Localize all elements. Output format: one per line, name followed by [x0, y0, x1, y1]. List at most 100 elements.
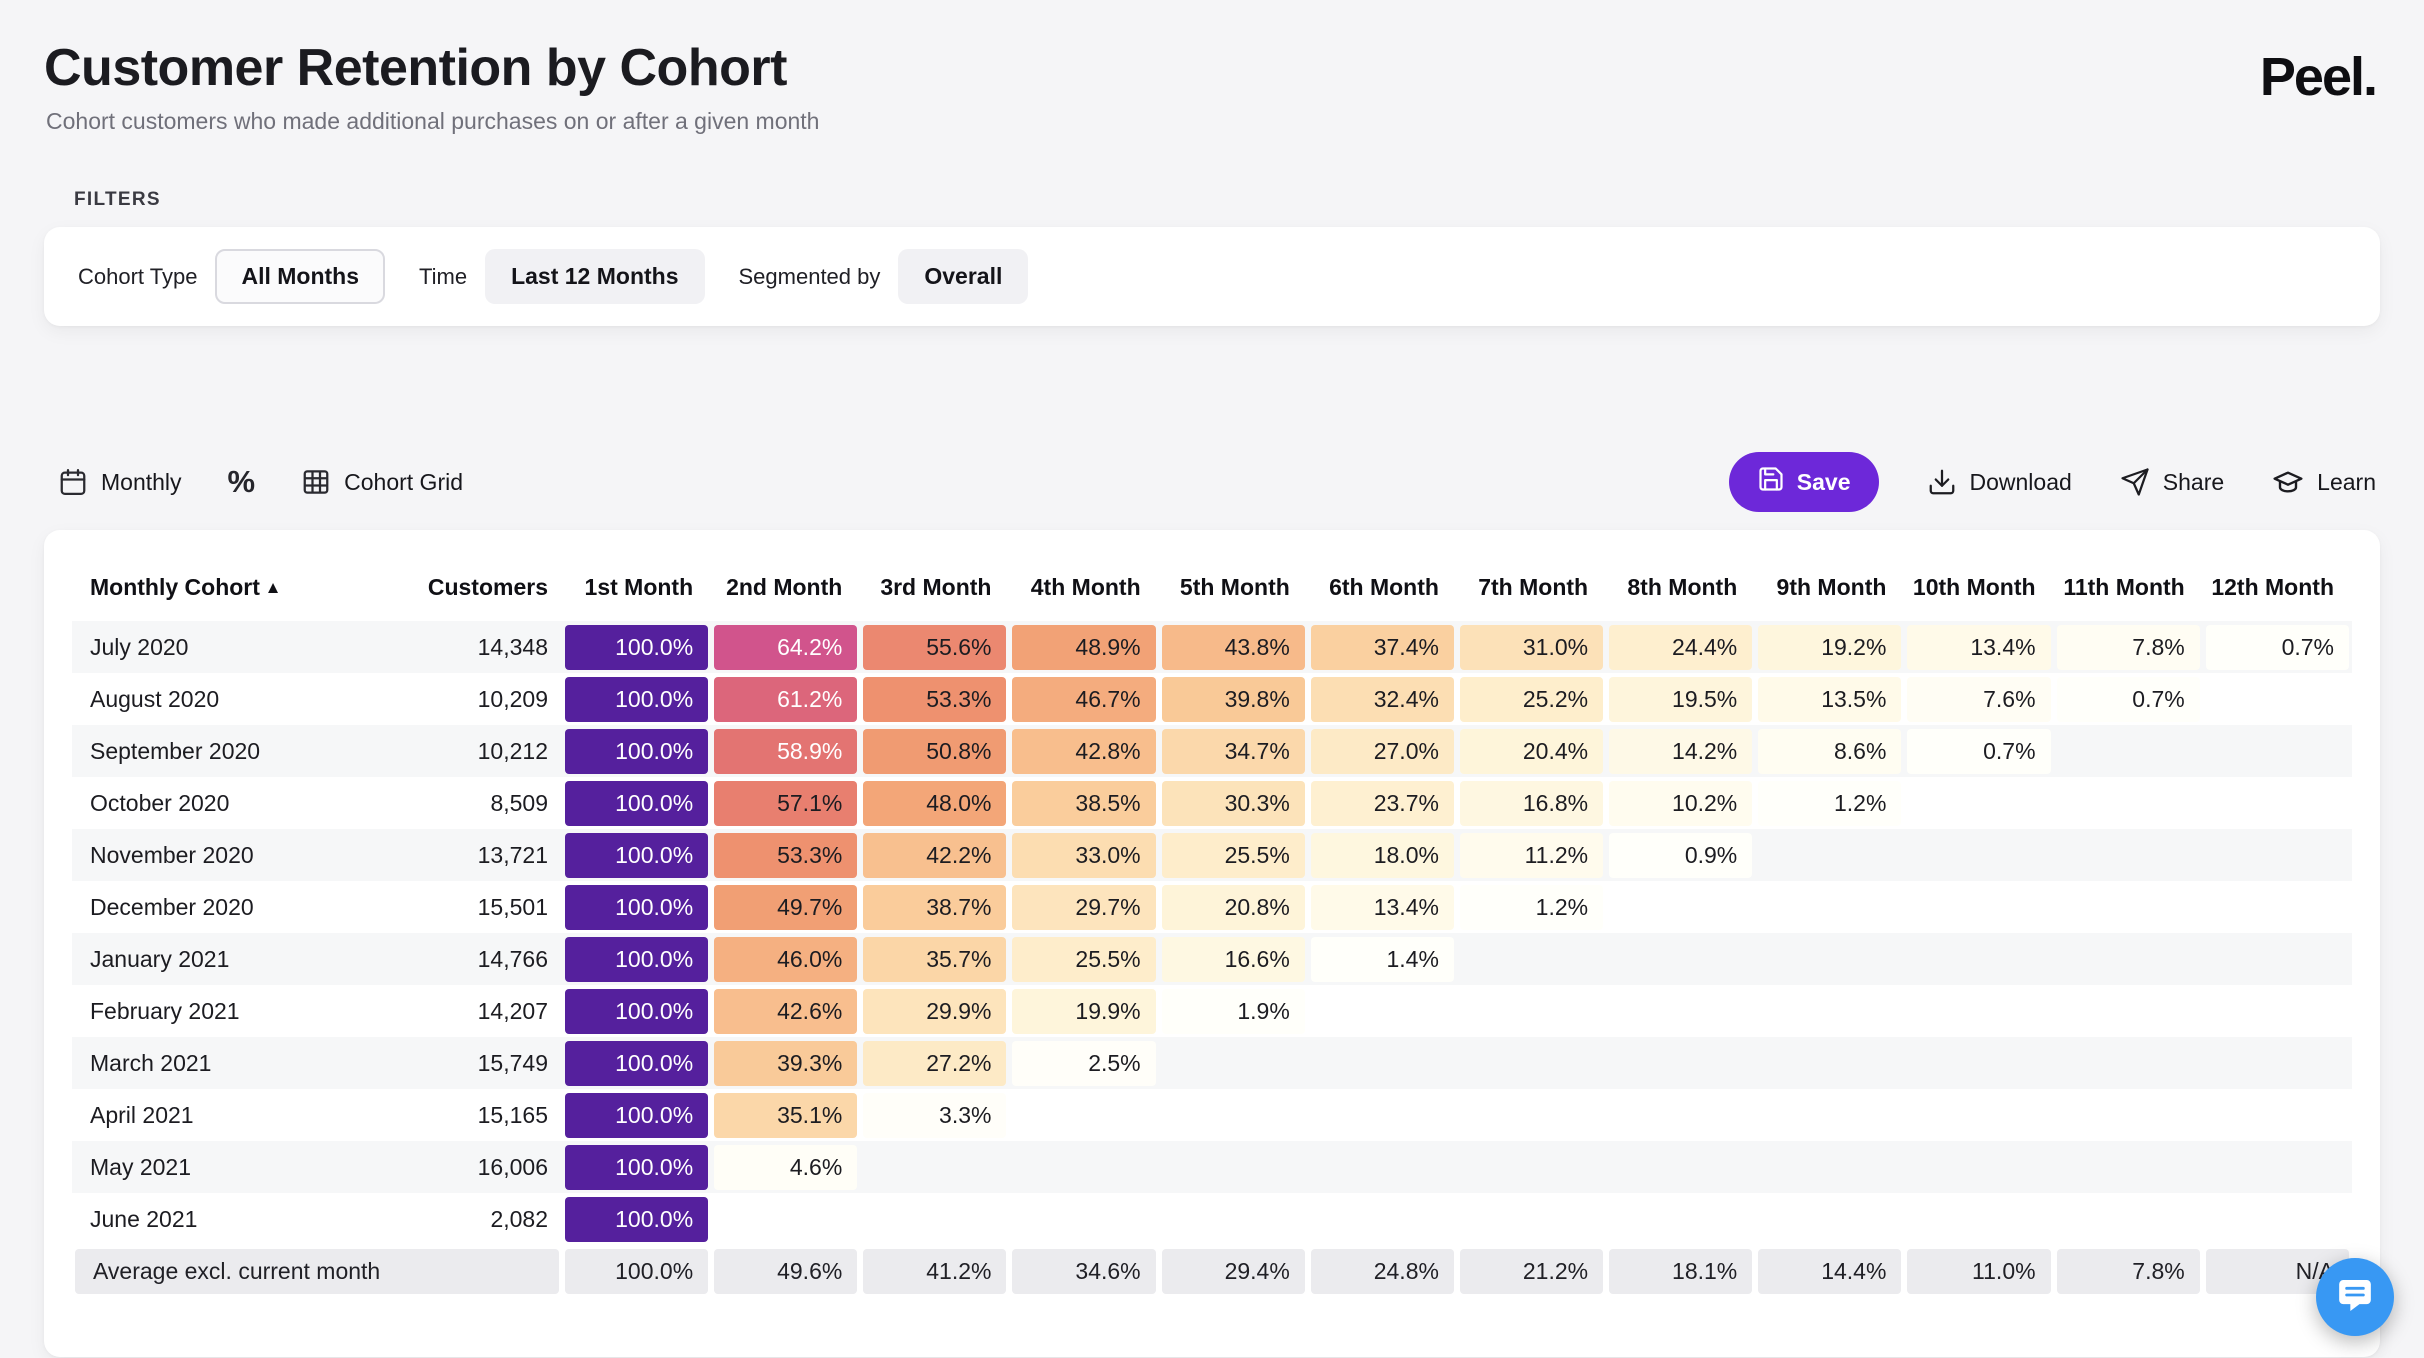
column-header[interactable]: 1st Month: [584, 574, 694, 600]
retention-cell[interactable]: 64.2%: [714, 624, 858, 670]
retention-cell[interactable]: 100.0%: [565, 884, 709, 930]
column-header[interactable]: 2nd Month: [726, 574, 843, 600]
column-header[interactable]: 3rd Month: [880, 574, 992, 600]
retention-cell[interactable]: 19.2%: [1758, 624, 1902, 670]
retention-cell[interactable]: 2.5%: [1012, 1040, 1156, 1086]
time-select[interactable]: Last 12 Months: [485, 249, 705, 304]
retention-cell[interactable]: 16.8%: [1459, 780, 1604, 826]
retention-cell[interactable]: 16.6%: [1161, 936, 1305, 982]
column-header[interactable]: Monthly Cohort ▲: [90, 574, 282, 600]
retention-cell[interactable]: 13.4%: [1907, 624, 2051, 670]
retention-cell[interactable]: 27.2%: [863, 1040, 1007, 1086]
segmented-by-select[interactable]: Overall: [898, 249, 1029, 304]
retention-cell[interactable]: 35.7%: [863, 936, 1007, 982]
retention-cell[interactable]: 20.8%: [1161, 884, 1305, 930]
retention-cell[interactable]: 53.3%: [863, 676, 1007, 722]
retention-cell[interactable]: 43.8%: [1161, 624, 1305, 670]
retention-cell[interactable]: 48.0%: [863, 780, 1007, 826]
monthly-granularity-toggle[interactable]: Monthly: [58, 467, 182, 497]
column-header[interactable]: 6th Month: [1329, 574, 1439, 600]
retention-cell[interactable]: 100.0%: [565, 832, 709, 878]
retention-cell[interactable]: 100.0%: [565, 988, 709, 1034]
retention-cell[interactable]: 35.1%: [714, 1092, 858, 1138]
retention-cell[interactable]: 0.7%: [2205, 624, 2349, 670]
share-button[interactable]: Share: [2120, 467, 2224, 497]
retention-cell[interactable]: 57.1%: [714, 780, 858, 826]
retention-cell[interactable]: 34.7%: [1161, 728, 1305, 774]
column-header[interactable]: 10th Month: [1912, 574, 2036, 600]
retention-cell[interactable]: 100.0%: [565, 1092, 709, 1138]
retention-cell[interactable]: 33.0%: [1012, 832, 1156, 878]
retention-cell[interactable]: 100.0%: [565, 936, 709, 982]
retention-cell[interactable]: 48.9%: [1012, 624, 1156, 670]
retention-cell[interactable]: 61.2%: [714, 676, 858, 722]
retention-cell[interactable]: 19.9%: [1012, 988, 1156, 1034]
column-header[interactable]: 4th Month: [1030, 574, 1141, 600]
retention-cell[interactable]: 100.0%: [565, 780, 709, 826]
retention-cell[interactable]: 1.9%: [1161, 988, 1305, 1034]
retention-cell[interactable]: 32.4%: [1310, 676, 1454, 722]
retention-cell[interactable]: 55.6%: [863, 624, 1007, 670]
retention-cell[interactable]: 1.2%: [1459, 884, 1604, 930]
cohort-type-select[interactable]: All Months: [215, 249, 385, 304]
retention-cell[interactable]: 0.7%: [2056, 676, 2200, 722]
retention-cell[interactable]: 20.4%: [1459, 728, 1604, 774]
retention-cell[interactable]: 25.5%: [1012, 936, 1156, 982]
retention-cell[interactable]: 100.0%: [565, 624, 709, 670]
save-button[interactable]: Save: [1728, 452, 1879, 512]
retention-cell[interactable]: 39.3%: [714, 1040, 858, 1086]
retention-cell[interactable]: 7.8%: [2056, 624, 2200, 670]
retention-cell[interactable]: 58.9%: [714, 728, 858, 774]
column-header[interactable]: Customers: [427, 574, 548, 600]
retention-cell[interactable]: 42.2%: [863, 832, 1007, 878]
retention-cell[interactable]: 19.5%: [1609, 676, 1753, 722]
retention-cell[interactable]: 4.6%: [714, 1144, 858, 1190]
column-header[interactable]: 7th Month: [1478, 574, 1589, 600]
retention-cell[interactable]: 100.0%: [565, 1144, 709, 1190]
retention-cell[interactable]: 7.6%: [1907, 676, 2051, 722]
retention-cell[interactable]: 37.4%: [1310, 624, 1454, 670]
column-header[interactable]: 9th Month: [1776, 574, 1887, 600]
percent-toggle[interactable]: %: [228, 464, 256, 500]
retention-cell[interactable]: 46.0%: [714, 936, 858, 982]
column-header[interactable]: 8th Month: [1627, 574, 1738, 600]
retention-cell[interactable]: 13.4%: [1310, 884, 1454, 930]
retention-cell[interactable]: 100.0%: [565, 728, 709, 774]
retention-cell[interactable]: 14.2%: [1609, 728, 1753, 774]
retention-cell[interactable]: 100.0%: [565, 1196, 709, 1242]
retention-cell[interactable]: 30.3%: [1161, 780, 1305, 826]
chat-launcher-button[interactable]: [2316, 1258, 2394, 1336]
retention-cell[interactable]: 8.6%: [1758, 728, 1902, 774]
retention-cell[interactable]: 25.2%: [1459, 676, 1604, 722]
retention-cell[interactable]: 42.8%: [1012, 728, 1156, 774]
learn-button[interactable]: Learn: [2272, 466, 2376, 498]
retention-cell[interactable]: 23.7%: [1310, 780, 1454, 826]
retention-cell[interactable]: 46.7%: [1012, 676, 1156, 722]
retention-cell[interactable]: 38.7%: [863, 884, 1007, 930]
retention-cell[interactable]: 0.9%: [1609, 832, 1753, 878]
retention-cell[interactable]: 18.0%: [1310, 832, 1454, 878]
cohort-grid-toggle[interactable]: Cohort Grid: [301, 467, 463, 497]
retention-cell[interactable]: 13.5%: [1758, 676, 1902, 722]
retention-cell[interactable]: 38.5%: [1012, 780, 1156, 826]
download-button[interactable]: Download: [1927, 467, 2072, 497]
column-header[interactable]: 5th Month: [1179, 574, 1290, 600]
retention-cell[interactable]: 1.2%: [1758, 780, 1902, 826]
retention-cell[interactable]: 27.0%: [1310, 728, 1454, 774]
retention-cell[interactable]: 3.3%: [863, 1092, 1007, 1138]
retention-cell[interactable]: 25.5%: [1161, 832, 1305, 878]
retention-cell[interactable]: 29.9%: [863, 988, 1007, 1034]
retention-cell[interactable]: 29.7%: [1012, 884, 1156, 930]
retention-cell[interactable]: 11.2%: [1459, 832, 1604, 878]
retention-cell[interactable]: 1.4%: [1310, 936, 1454, 982]
retention-cell[interactable]: 31.0%: [1459, 624, 1604, 670]
retention-cell[interactable]: 42.6%: [714, 988, 858, 1034]
retention-cell[interactable]: 49.7%: [714, 884, 858, 930]
retention-cell[interactable]: 39.8%: [1161, 676, 1305, 722]
retention-cell[interactable]: 24.4%: [1609, 624, 1753, 670]
retention-cell[interactable]: 10.2%: [1609, 780, 1753, 826]
retention-cell[interactable]: 100.0%: [565, 676, 709, 722]
retention-cell[interactable]: 0.7%: [1907, 728, 2051, 774]
column-header[interactable]: 11th Month: [2063, 574, 2185, 600]
retention-cell[interactable]: 50.8%: [863, 728, 1007, 774]
